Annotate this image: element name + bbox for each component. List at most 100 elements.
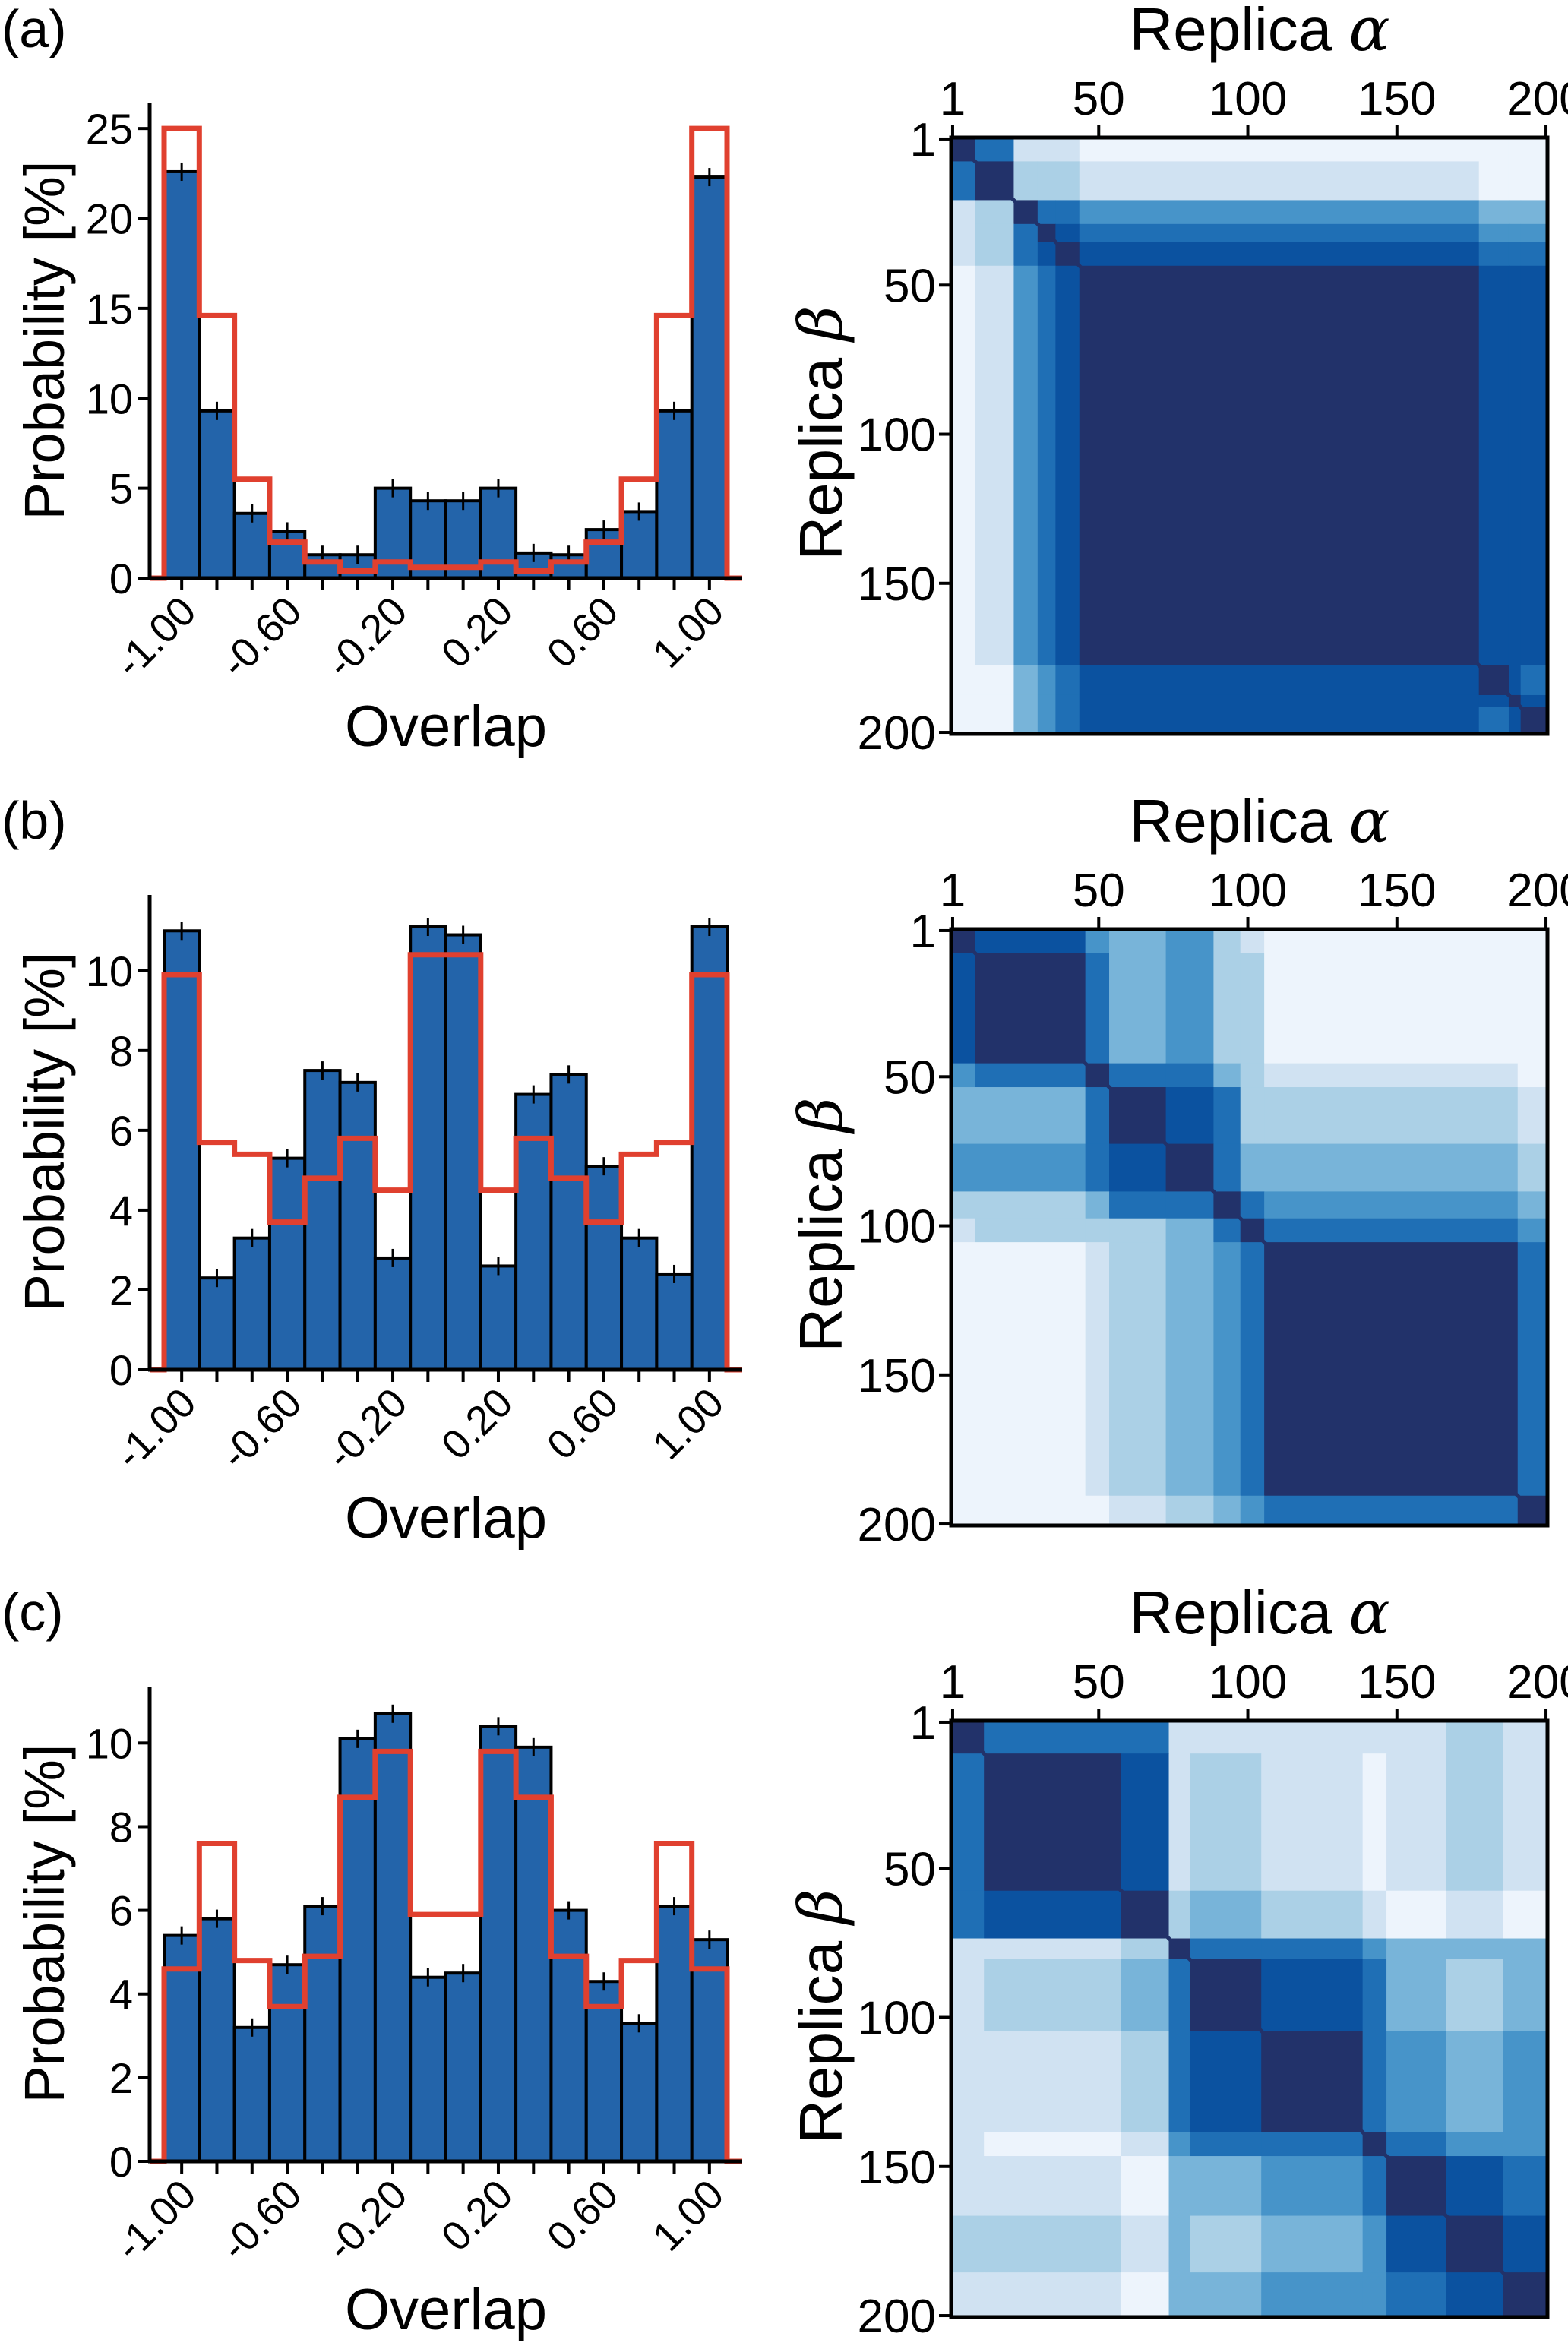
heatmap-block [1055, 161, 1080, 201]
left-tick-label: 1 [910, 906, 936, 958]
heatmap-block [1055, 707, 1080, 735]
heatmap-block [951, 1218, 975, 1243]
heatmap-block [1240, 1063, 1265, 1088]
heatmap-block [1121, 2031, 1170, 2133]
heatmap-block [1109, 1063, 1167, 1088]
heatmap-block [1508, 200, 1522, 225]
histogram-bar [373, 486, 413, 580]
heatmap-block [1213, 1495, 1241, 1526]
top-tick-label: 1 [940, 1656, 966, 1709]
histogram-bar [655, 409, 694, 580]
heatmap-block [1168, 1721, 1190, 1754]
y-tick-label: 10 [86, 375, 133, 422]
heatmap-block [1013, 665, 1038, 696]
heatmap-block [951, 2215, 985, 2273]
heatmap-block [1517, 1191, 1548, 1219]
heatmap-block [1517, 929, 1548, 953]
heatmap-block [1503, 1938, 1548, 1960]
heatmap-block [1261, 2156, 1364, 2217]
overlap-heatmap: 115050100100150150200200Replica αReplica… [786, 0, 1568, 760]
heatmap-block [1478, 223, 1510, 242]
heatmap-block [951, 2031, 985, 2133]
heatmap-block [1478, 200, 1510, 225]
histogram-bar [690, 175, 729, 580]
heatmap-block [975, 665, 1014, 696]
heatmap-block [1517, 1087, 1548, 1145]
heatmap-block [1503, 1959, 1548, 2031]
heatmap-block [1362, 2272, 1387, 2318]
heatmap-block [1055, 223, 1080, 242]
heatmap-block [975, 223, 1014, 242]
heatmap-block [1446, 2156, 1503, 2217]
left-tick-label: 150 [858, 558, 936, 611]
heatmap-x-title: Replica α [1129, 786, 1389, 856]
heatmap-block [1264, 1143, 1519, 1192]
histogram-bar [444, 933, 482, 1372]
heatmap-block [1213, 1063, 1241, 1088]
heatmap-block [1109, 953, 1167, 1064]
heatmap-x-title: Replica α [1129, 0, 1389, 65]
heatmap-block [1508, 242, 1522, 267]
heatmap-block [951, 1087, 975, 1145]
heatmap-block [1520, 161, 1548, 201]
heatmap-block [1168, 2031, 1190, 2133]
histogram-bar [232, 511, 271, 580]
heatmap-block [1085, 953, 1110, 1064]
heatmap-block [984, 1938, 1122, 1960]
heatmap-block [1264, 929, 1519, 953]
histogram-bar [584, 1165, 624, 1371]
y-title-text: Replica [787, 1940, 855, 2143]
top-tick-label: 100 [1209, 865, 1287, 917]
heatmap-block [1520, 242, 1548, 267]
histogram: 0 2 4 6 8 10 -1.00 -0.60 -0.20 0.20 0.60 1.00 Overla… [13, 895, 742, 1551]
histogram-bar [303, 1905, 342, 2163]
histogram-bar [409, 925, 447, 1372]
heatmap-block [951, 1143, 975, 1192]
heatmap-block [1446, 2132, 1503, 2157]
histogram-bar [303, 1069, 342, 1371]
heatmap-block [975, 138, 1014, 162]
heatmap-block [1520, 200, 1548, 225]
heatmap-block [1478, 707, 1510, 735]
heatmap-block [951, 1063, 975, 1088]
heatmap-block [1213, 929, 1241, 953]
x-tick-label: -0.20 [318, 2171, 416, 2269]
y-title-gap [787, 341, 855, 358]
histogram: 0 5 10 15 20 25 -1.00 -0.60 -0.20 0.20 0.60 1.00 Ove… [13, 103, 742, 759]
heatmap-block [1079, 138, 1480, 162]
heatmap-block [1386, 1938, 1447, 1960]
heatmap-block [1517, 1218, 1548, 1243]
panel-a: (a) 0 5 10 15 20 25 -1.00 -0.60 -0.20 0.20 0.60 1.00… [2, 0, 1568, 760]
heatmap-block [1264, 1191, 1519, 1219]
heatmap-block [984, 1890, 1122, 1940]
heatmap-block [1240, 929, 1265, 953]
left-tick-label: 50 [884, 1843, 936, 1895]
x-tick-label: -0.60 [212, 2171, 310, 2269]
heatmap-block [1261, 1753, 1364, 1892]
left-tick-label: 100 [858, 1993, 936, 2045]
heatmap-block [1190, 1753, 1262, 1892]
heatmap-block [1165, 1063, 1214, 1088]
heatmap-block [1520, 665, 1548, 696]
histogram-bar [690, 1938, 729, 2163]
x-title-text: Replica [1129, 787, 1332, 855]
heatmap-block [975, 1242, 1086, 1497]
heatmap-block [1109, 1242, 1167, 1497]
heatmap-block [1362, 1753, 1387, 1892]
heatmap-block [1503, 1721, 1548, 1754]
heatmap-block [1079, 665, 1480, 696]
heatmap-block [1168, 1753, 1190, 1892]
top-tick-label: 100 [1209, 73, 1287, 125]
panel-b: (b) 0 2 4 6 8 10 -1.00 -0.60 -0.20 0.20 0.60 1.00 Ove… [2, 786, 1568, 1551]
heatmap-block [1503, 2156, 1548, 2217]
heatmap-block [1121, 1959, 1170, 2031]
heatmap-block [1508, 223, 1522, 242]
heatmap-block [1478, 242, 1510, 267]
histogram-bar [232, 1236, 271, 1371]
y-tick-label: 0 [109, 555, 133, 602]
histogram-bar [163, 929, 201, 1371]
heatmap-block [1386, 2031, 1447, 2133]
heatmap-block [1190, 2272, 1262, 2318]
heatmap-block [951, 242, 975, 267]
